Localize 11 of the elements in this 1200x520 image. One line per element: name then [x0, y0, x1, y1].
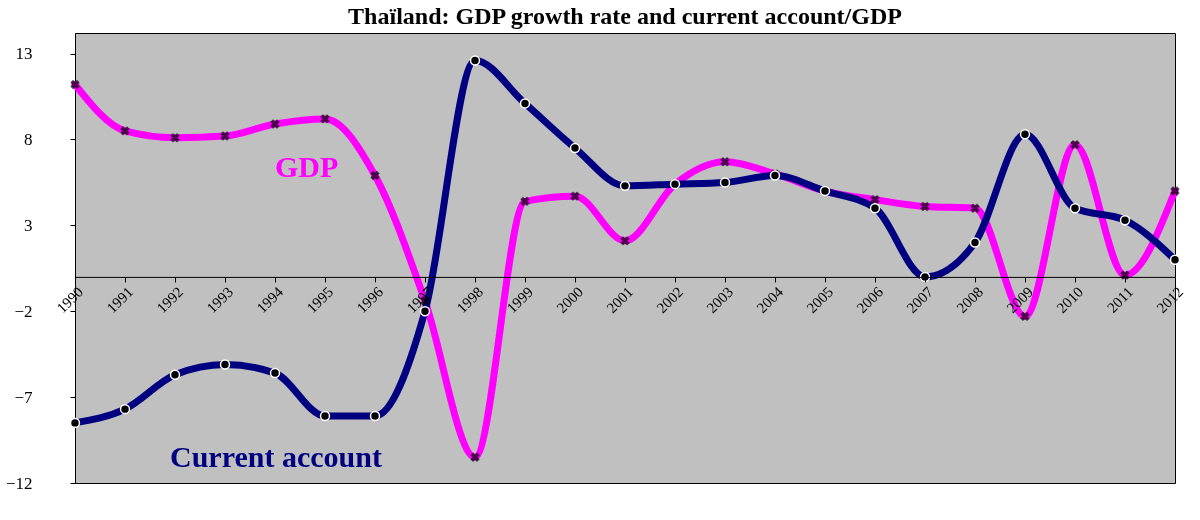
y-tick-label: 8 [24, 129, 33, 149]
chart-title: Thaïland: GDP growth rate and current account/GDP [348, 3, 902, 29]
series-label: GDP [275, 150, 339, 183]
y-tick-label: 3 [24, 215, 33, 235]
series-label: Current account [170, 440, 382, 473]
x-tick-label: 2011 [1103, 283, 1137, 316]
x-tick-label: 1991 [103, 283, 137, 317]
y-tick-label: 13 [15, 44, 33, 64]
y-tick-label: −7 [14, 387, 33, 407]
y-tick-label: −2 [14, 301, 33, 321]
y-tick-label: −12 [5, 473, 33, 493]
